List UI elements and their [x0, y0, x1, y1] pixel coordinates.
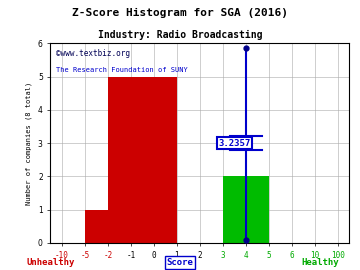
Text: 3.2357: 3.2357 — [218, 139, 251, 148]
Text: Healthy: Healthy — [302, 258, 339, 267]
Bar — [108, 76, 177, 243]
Text: Score: Score — [167, 258, 193, 267]
Text: Z-Score Histogram for SGA (2016): Z-Score Histogram for SGA (2016) — [72, 8, 288, 18]
Text: ©www.textbiz.org: ©www.textbiz.org — [57, 49, 130, 58]
Text: Unhealthy: Unhealthy — [26, 258, 75, 267]
Y-axis label: Number of companies (8 total): Number of companies (8 total) — [26, 82, 32, 205]
Bar — [85, 210, 108, 243]
Bar — [223, 176, 269, 243]
Text: The Research Foundation of SUNY: The Research Foundation of SUNY — [57, 67, 188, 73]
Text: Industry: Radio Broadcasting: Industry: Radio Broadcasting — [98, 30, 262, 40]
